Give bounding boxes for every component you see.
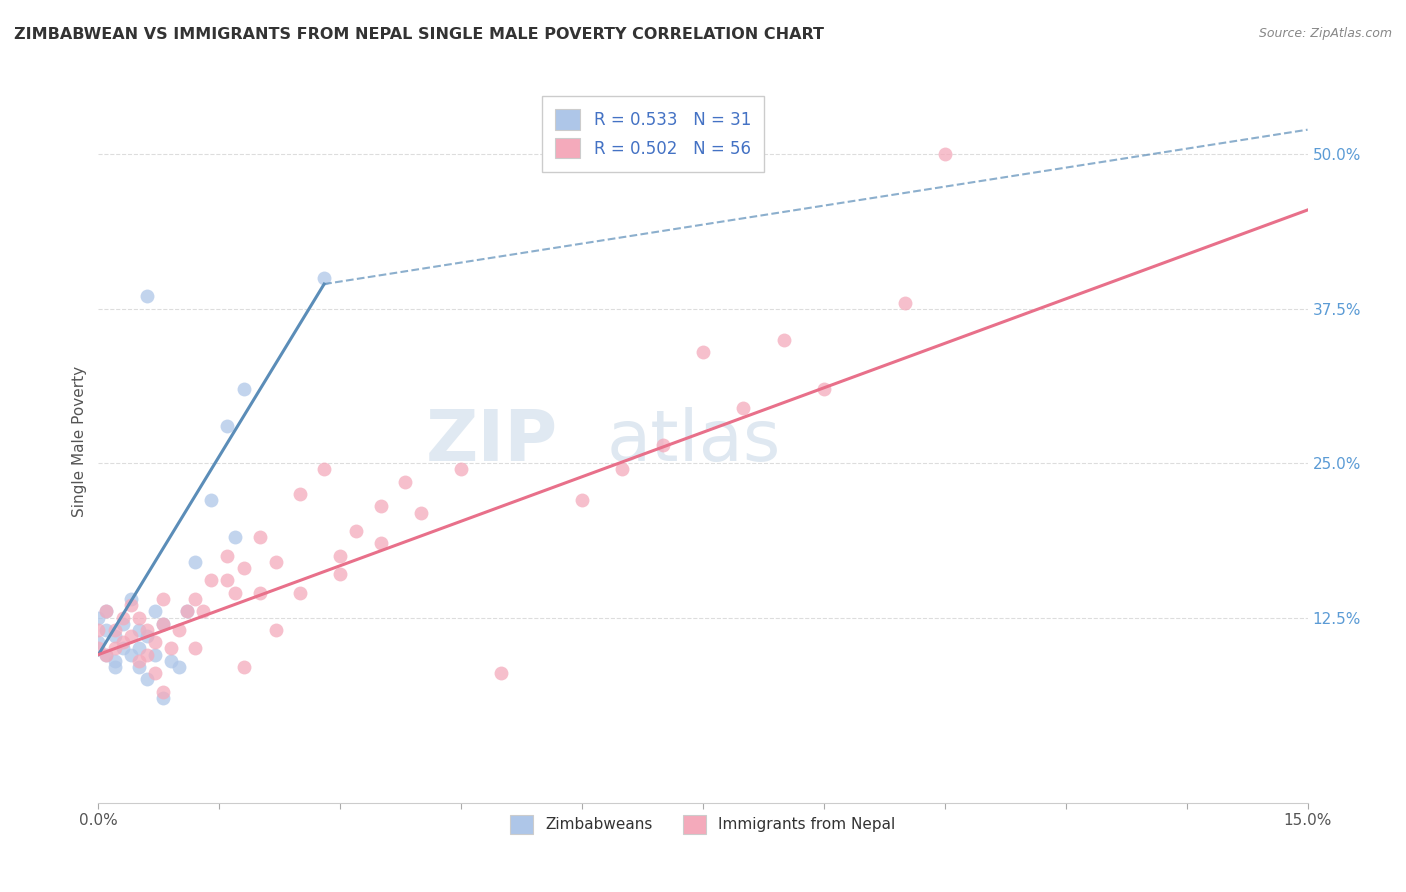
Point	[934, 147, 956, 161]
Point	[288, 487, 311, 501]
Point	[152, 592, 174, 607]
Point	[135, 648, 157, 662]
Point	[152, 684, 174, 698]
Point	[120, 598, 142, 612]
Point	[314, 462, 336, 476]
Point	[264, 623, 287, 637]
Point	[370, 500, 392, 514]
Point	[217, 549, 239, 563]
Point	[103, 623, 125, 637]
Point	[135, 289, 157, 303]
Point	[103, 654, 125, 668]
Text: ZIMBABWEAN VS IMMIGRANTS FROM NEPAL SINGLE MALE POVERTY CORRELATION CHART: ZIMBABWEAN VS IMMIGRANTS FROM NEPAL SING…	[14, 27, 824, 42]
Point	[450, 462, 472, 476]
Point	[143, 648, 166, 662]
Legend: Zimbabweans, Immigrants from Nepal: Zimbabweans, Immigrants from Nepal	[498, 803, 908, 846]
Point	[692, 345, 714, 359]
Point	[120, 648, 142, 662]
Point	[167, 660, 190, 674]
Point	[103, 660, 125, 674]
Point	[135, 623, 157, 637]
Point	[288, 586, 311, 600]
Text: atlas: atlas	[606, 407, 780, 476]
Point	[370, 536, 392, 550]
Point	[329, 567, 352, 582]
Point	[200, 493, 222, 508]
Point	[143, 666, 166, 681]
Y-axis label: Single Male Poverty: Single Male Poverty	[72, 366, 87, 517]
Point	[143, 604, 166, 618]
Point	[232, 382, 254, 396]
Text: ZIP: ZIP	[426, 407, 558, 476]
Point	[135, 673, 157, 687]
Point	[87, 610, 110, 624]
Point	[103, 641, 125, 656]
Point	[160, 654, 183, 668]
Point	[128, 623, 150, 637]
Point	[217, 574, 239, 588]
Point	[128, 610, 150, 624]
Point	[96, 604, 118, 618]
Point	[813, 382, 835, 396]
Point	[128, 660, 150, 674]
Point	[893, 295, 915, 310]
Point	[224, 586, 246, 600]
Point	[96, 648, 118, 662]
Text: Source: ZipAtlas.com: Source: ZipAtlas.com	[1258, 27, 1392, 40]
Point	[176, 604, 198, 618]
Point	[733, 401, 755, 415]
Point	[128, 654, 150, 668]
Point	[87, 635, 110, 649]
Point	[135, 629, 157, 643]
Point	[120, 629, 142, 643]
Point	[200, 574, 222, 588]
Point	[772, 333, 794, 347]
Point	[184, 641, 207, 656]
Point	[491, 666, 513, 681]
Point	[120, 592, 142, 607]
Point	[152, 690, 174, 705]
Point	[167, 623, 190, 637]
Point	[111, 610, 134, 624]
Point	[394, 475, 416, 489]
Point	[176, 604, 198, 618]
Point	[103, 629, 125, 643]
Point	[87, 641, 110, 656]
Point	[249, 586, 271, 600]
Point	[184, 555, 207, 569]
Point	[111, 616, 134, 631]
Point	[224, 530, 246, 544]
Point	[143, 635, 166, 649]
Point	[329, 549, 352, 563]
Point	[152, 616, 174, 631]
Point	[612, 462, 634, 476]
Point	[111, 641, 134, 656]
Point	[232, 561, 254, 575]
Point	[96, 623, 118, 637]
Point	[87, 623, 110, 637]
Point	[264, 555, 287, 569]
Point	[160, 641, 183, 656]
Point	[184, 592, 207, 607]
Point	[232, 660, 254, 674]
Point	[96, 604, 118, 618]
Point	[314, 271, 336, 285]
Point	[249, 530, 271, 544]
Point	[152, 616, 174, 631]
Point	[217, 419, 239, 434]
Point	[571, 493, 593, 508]
Point	[344, 524, 367, 538]
Point	[651, 437, 673, 451]
Point	[111, 635, 134, 649]
Point	[409, 506, 432, 520]
Point	[96, 648, 118, 662]
Point	[128, 641, 150, 656]
Point	[193, 604, 215, 618]
